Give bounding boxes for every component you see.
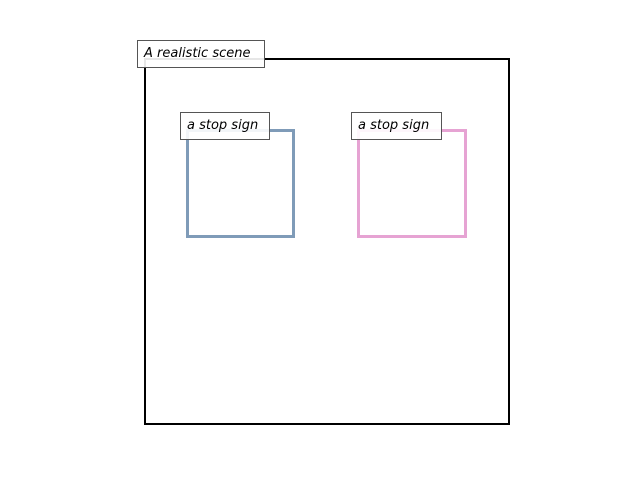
bounding-box-stop-sign-left <box>186 129 295 238</box>
object-label-left: a stop sign <box>180 112 270 140</box>
scene-frame <box>144 58 510 425</box>
object-label-right: a stop sign <box>351 112 442 140</box>
scene-title-label: A realistic scene <box>137 40 265 68</box>
bounding-box-stop-sign-right <box>357 129 467 238</box>
